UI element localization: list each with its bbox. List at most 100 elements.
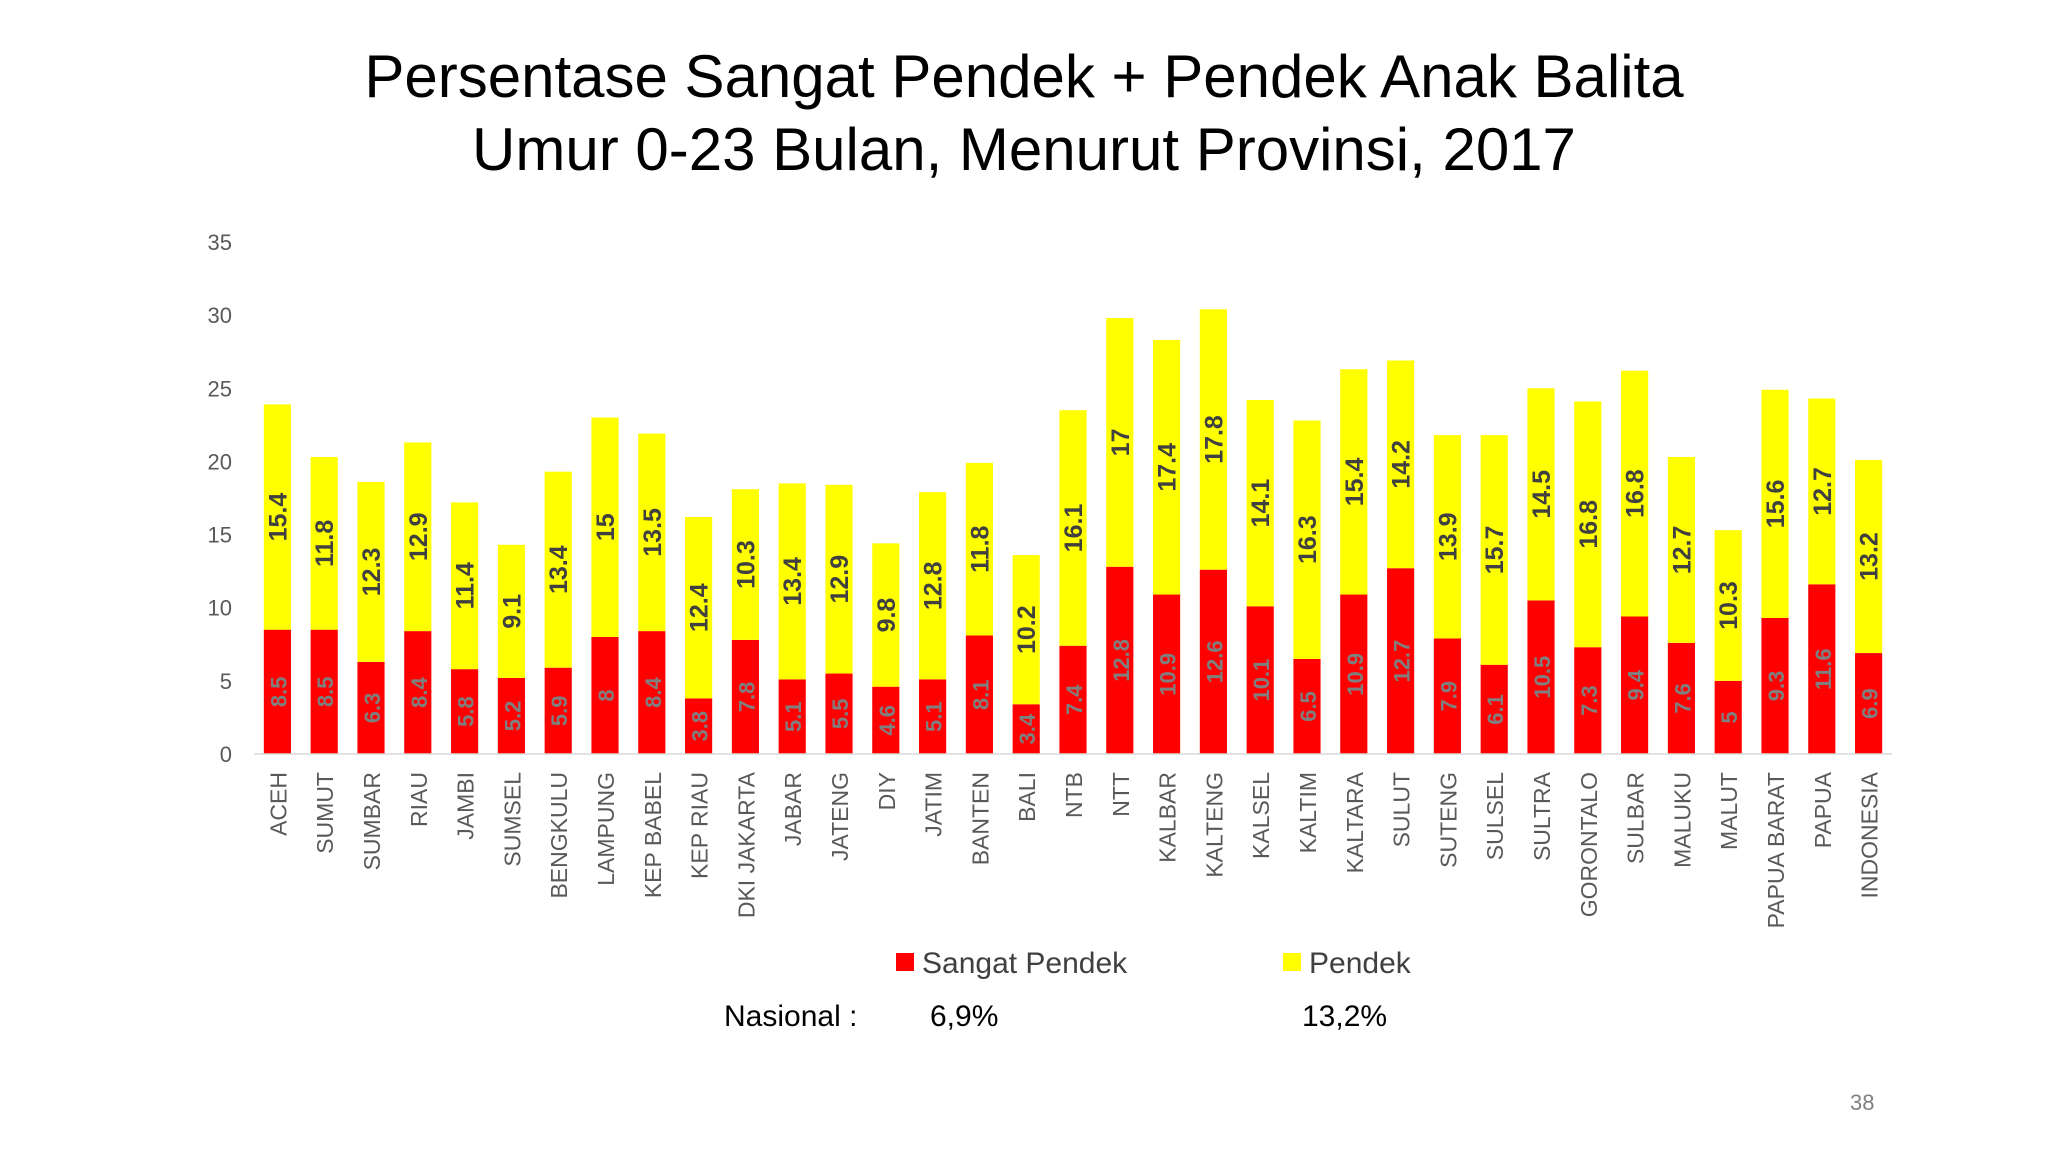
x-category-label: DKI JAKARTA: [733, 771, 759, 918]
y-tick-label: 0: [220, 742, 232, 767]
bar-pendek: [685, 517, 713, 699]
bar-pendek: [1012, 555, 1040, 705]
x-category-label: BALI: [1014, 772, 1040, 822]
bar-sangat-pendek: [1855, 653, 1883, 754]
data-label-sangat-pendek: 3.4: [1015, 713, 1040, 744]
x-category-label: BENGKULU: [546, 772, 572, 899]
x-category-label: PAPUA: [1810, 771, 1836, 848]
nasional-label: Nasional :: [724, 1000, 858, 1033]
data-label-pendek: 10.2: [1013, 605, 1041, 654]
bar-pendek: [1621, 370, 1649, 617]
bar-pendek: [1387, 360, 1415, 569]
bar-pendek: [1714, 530, 1742, 681]
bar-sangat-pendek: [263, 629, 291, 754]
nasional-sangat-pendek-value: 6,9%: [930, 1000, 999, 1033]
data-label-pendek: 12.7: [1668, 526, 1696, 575]
data-label-sangat-pendek: 6.1: [1483, 694, 1508, 725]
x-category-label: KEP BABEL: [640, 772, 666, 898]
data-label-pendek: 13.2: [1856, 532, 1884, 581]
x-category-label: MALUT: [1716, 772, 1742, 850]
x-category-label: SUTENG: [1435, 772, 1461, 868]
bar-sangat-pendek: [778, 679, 806, 754]
bar-pendek: [1480, 435, 1508, 665]
bar-sangat-pendek: [1574, 647, 1602, 754]
bar-pendek: [1761, 389, 1789, 618]
bar-sangat-pendek: [1340, 594, 1368, 754]
y-tick-label: 10: [208, 596, 232, 621]
data-label-pendek: 12.9: [405, 512, 433, 561]
data-label-pendek: 13.9: [1434, 512, 1462, 561]
x-category-label: SULSEL: [1482, 772, 1508, 860]
bar-sangat-pendek: [872, 686, 900, 754]
data-label-sangat-pendek: 8.4: [407, 677, 432, 708]
bar-pendek: [1199, 309, 1227, 570]
data-label-sangat-pendek: 7.9: [1436, 681, 1461, 712]
data-label-pendek: 15: [592, 513, 620, 541]
bar-pendek: [1667, 457, 1695, 643]
bar-sangat-pendek: [1199, 569, 1227, 754]
x-category-label: ACEH: [265, 772, 291, 836]
data-label-pendek: 14.2: [1388, 440, 1416, 489]
data-label-pendek: 16.8: [1575, 500, 1603, 549]
data-label-sangat-pendek: 11.6: [1811, 648, 1836, 690]
data-label-sangat-pendek: 8.1: [968, 679, 993, 710]
bar-sangat-pendek: [497, 677, 525, 754]
bar-pendek: [825, 484, 853, 674]
data-label-sangat-pendek: 12.7: [1390, 640, 1415, 683]
x-category-label: SUMSEL: [499, 772, 525, 867]
bar-sangat-pendek: [1480, 664, 1508, 754]
x-category-label: SULBAR: [1623, 772, 1649, 864]
bar-pendek: [1855, 459, 1883, 654]
bar-pendek: [1808, 398, 1836, 585]
bar-sangat-pendek: [310, 629, 338, 754]
data-label-pendek: 17.8: [1200, 415, 1228, 464]
data-label-sangat-pendek: 6.3: [360, 693, 385, 724]
bar-sangat-pendek: [451, 669, 479, 754]
bar-sangat-pendek: [1246, 606, 1274, 754]
bar-pendek: [1246, 399, 1274, 607]
bar-pendek: [310, 457, 338, 630]
x-category-label: INDONESIA: [1857, 771, 1883, 898]
legend-swatch-sangat-pendek: [896, 953, 914, 971]
data-label-sangat-pendek: 7.6: [1670, 683, 1695, 714]
bar-pendek: [263, 404, 291, 630]
bar-pendek: [1433, 435, 1461, 639]
bar-sangat-pendek: [404, 631, 432, 754]
x-category-label: JATENG: [827, 772, 853, 861]
x-category-label: LAMPUNG: [593, 772, 619, 886]
data-label-sangat-pendek: 8.5: [313, 677, 338, 708]
nasional-pendek-value: 13,2%: [1302, 1000, 1388, 1033]
data-label-pendek: 17: [1107, 429, 1135, 457]
data-label-sangat-pendek: 9.3: [1764, 671, 1789, 702]
bar-sangat-pendek: [1761, 617, 1789, 754]
data-label-sangat-pendek: 4.6: [875, 705, 900, 736]
y-axis: 0 5 10 15 20 25 30 35: [208, 230, 232, 767]
bar-pendek: [1293, 420, 1321, 659]
bar-sangat-pendek: [544, 667, 572, 754]
data-label-sangat-pendek: 12.6: [1202, 640, 1227, 683]
x-category-label: KALBAR: [1155, 772, 1181, 863]
data-label-pendek: 12.8: [920, 561, 948, 610]
bar-sangat-pendek: [1667, 642, 1695, 754]
bar-pendek: [919, 492, 947, 680]
data-label-pendek: 16.3: [1294, 515, 1322, 564]
y-tick-label: 25: [208, 376, 232, 401]
bar-pendek: [872, 543, 900, 687]
bar-sangat-pendek: [1293, 658, 1321, 754]
legend: Sangat Pendek Pendek: [896, 947, 1412, 980]
x-category-label: SUMUT: [312, 772, 338, 854]
bar-pendek: [404, 442, 432, 632]
data-label-sangat-pendek: 5.1: [922, 701, 947, 732]
data-label-pendek: 11.8: [311, 520, 339, 567]
x-category-label: KALTENG: [1201, 772, 1227, 878]
data-label-sangat-pendek: 5.5: [828, 698, 853, 729]
data-label-pendek: 16.8: [1622, 469, 1650, 518]
data-label-pendek: 11.4: [452, 562, 480, 609]
legend-label-sangat-pendek: Sangat Pendek: [922, 947, 1128, 980]
data-label-pendek: 12.4: [686, 583, 714, 632]
data-label-sangat-pendek: 9.4: [1624, 669, 1649, 700]
data-label-pendek: 14.1: [1247, 479, 1275, 528]
data-label-pendek: 15.4: [1341, 457, 1369, 506]
bar-sangat-pendek: [1153, 594, 1181, 754]
